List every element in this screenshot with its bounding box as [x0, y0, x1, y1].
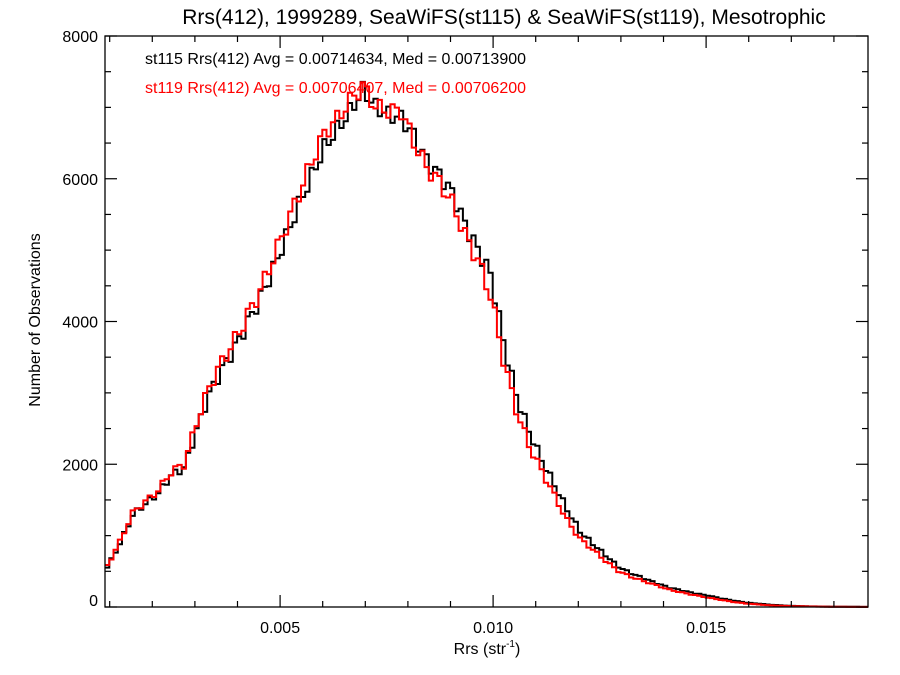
legend-annotation-st115: st115 Rrs(412) Avg = 0.00714634, Med = 0… [145, 51, 526, 68]
x-axis-label: Rrs (str-1) [454, 639, 521, 658]
plot-frame [104, 35, 869, 608]
series-line-st115 [105, 80, 868, 608]
chart-title: Rrs(412), 1999289, SeaWiFS(st115) & SeaW… [182, 6, 825, 29]
series-line-st119 [105, 81, 868, 608]
x-axis-label-suffix: ) [515, 641, 520, 658]
x-tick-label: 0.005 [260, 620, 300, 637]
x-axis-label-main: Rrs (str [454, 641, 507, 658]
y-tick-label: 8000 [62, 29, 98, 46]
y-tick-label: 0 [89, 593, 98, 610]
tick-labels-layer: 0.005 0.010 0.015 0 2000 4000 6000 8000 [62, 29, 726, 637]
y-tick-label: 4000 [62, 315, 98, 332]
y-axis-label: Number of Observations [27, 233, 44, 406]
x-tick-label: 0.015 [686, 620, 726, 637]
x-tick-label: 0.010 [473, 620, 513, 637]
legend-annotation-st119: st119 Rrs(412) Avg = 0.00706407, Med = 0… [145, 80, 526, 97]
series-layer [105, 80, 868, 608]
y-tick-label: 6000 [62, 172, 98, 189]
x-axis-label-superscript: -1 [506, 639, 515, 650]
y-tick-label: 2000 [62, 457, 98, 474]
ticks-layer [105, 35, 868, 608]
